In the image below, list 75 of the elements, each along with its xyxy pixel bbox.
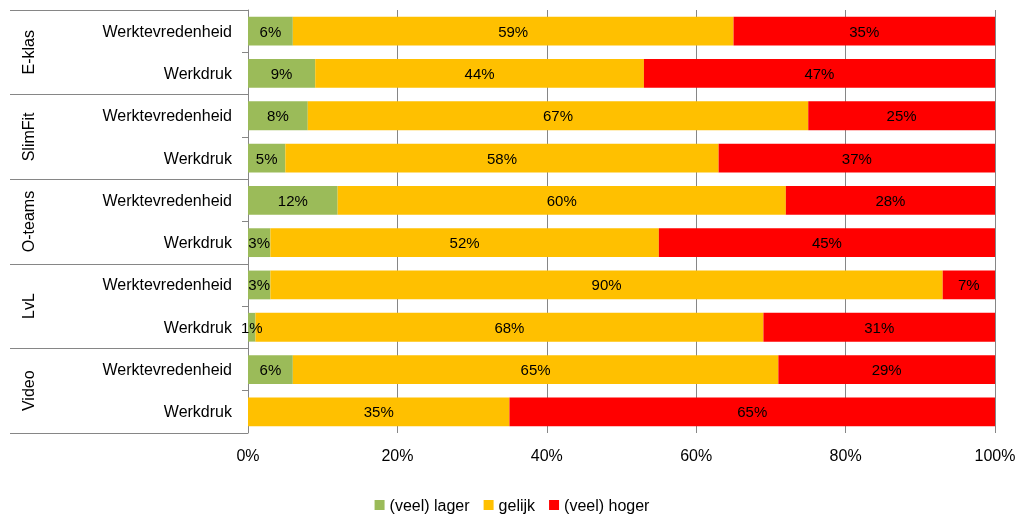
bar bbox=[733, 16, 995, 46]
text: LvL bbox=[19, 293, 37, 319]
bar bbox=[658, 228, 995, 258]
x-tick-label: 100% bbox=[974, 446, 1016, 464]
data-label: 3% bbox=[248, 234, 271, 252]
legend-label: (veel) hoger bbox=[564, 496, 651, 514]
x-tick-label: 0% bbox=[236, 446, 260, 464]
bar bbox=[270, 228, 659, 258]
text: SlimFit bbox=[19, 111, 37, 162]
y-tick-label: Werktevredenheid bbox=[102, 191, 232, 209]
x-tick-label: 80% bbox=[829, 446, 862, 464]
legend-label: gelijk bbox=[498, 496, 537, 514]
text: E-klas bbox=[19, 30, 37, 75]
text: O-teams bbox=[19, 190, 37, 253]
bar bbox=[509, 397, 995, 427]
bar bbox=[718, 143, 995, 173]
bar bbox=[248, 355, 293, 384]
bar bbox=[337, 185, 786, 215]
data-label: 47% bbox=[804, 64, 835, 82]
data-label: 5% bbox=[255, 149, 278, 167]
bar bbox=[248, 59, 316, 88]
x-tick-label: 40% bbox=[530, 446, 563, 464]
data-label: 44% bbox=[464, 64, 495, 82]
bar bbox=[248, 185, 338, 215]
data-label: 37% bbox=[841, 149, 872, 167]
x-tick-label: 60% bbox=[680, 446, 713, 464]
y-tick-label: Werkdruk bbox=[163, 64, 233, 82]
y-tick-label: Werkdruk bbox=[163, 149, 233, 167]
data-label: 6% bbox=[259, 22, 282, 40]
data-label: 59% bbox=[498, 22, 529, 40]
data-label: 45% bbox=[811, 234, 842, 252]
data-label: 9% bbox=[270, 64, 293, 82]
bar bbox=[315, 59, 644, 88]
data-label: 31% bbox=[864, 318, 895, 336]
y-tick-label: Werkdruk bbox=[163, 318, 233, 336]
data-label: 25% bbox=[886, 107, 917, 125]
data-label: 35% bbox=[849, 22, 880, 40]
y-tick-label: Werkdruk bbox=[163, 403, 233, 421]
bar bbox=[643, 59, 995, 88]
data-label: 8% bbox=[267, 107, 289, 125]
data-label: 65% bbox=[520, 361, 551, 379]
data-label: 52% bbox=[449, 234, 480, 252]
bar bbox=[808, 101, 995, 131]
bar bbox=[270, 270, 943, 300]
data-label: 90% bbox=[591, 276, 622, 294]
y-tick-label: Werktevredenheid bbox=[102, 276, 232, 294]
data-label: 7% bbox=[958, 276, 980, 294]
data-label: 3% bbox=[248, 276, 271, 294]
data-label: 68% bbox=[494, 318, 525, 336]
bar bbox=[763, 312, 995, 342]
data-label: 60% bbox=[546, 191, 577, 209]
data-label: 6% bbox=[259, 361, 282, 379]
data-label: 65% bbox=[737, 403, 768, 421]
text: Video bbox=[19, 370, 37, 412]
y-tick-label: Werktevredenheid bbox=[102, 22, 232, 40]
x-tick-label: 20% bbox=[381, 446, 414, 464]
legend-label: (veel) lager bbox=[389, 496, 471, 514]
data-label: 12% bbox=[277, 191, 308, 209]
bar bbox=[292, 355, 779, 384]
y-tick-label: Werkdruk bbox=[163, 234, 233, 252]
bar bbox=[285, 143, 719, 173]
bar bbox=[248, 101, 308, 131]
data-label: 28% bbox=[875, 191, 906, 209]
data-label: 29% bbox=[871, 361, 902, 379]
y-tick-label: Werktevredenheid bbox=[102, 107, 232, 125]
bar bbox=[292, 16, 734, 46]
data-label: 67% bbox=[542, 107, 574, 125]
data-label: 58% bbox=[486, 149, 517, 167]
bar bbox=[248, 16, 293, 46]
bar bbox=[307, 101, 809, 131]
bar bbox=[248, 397, 510, 427]
bar bbox=[785, 185, 995, 215]
data-label: 35% bbox=[363, 403, 394, 421]
y-tick-label: Werktevredenheid bbox=[102, 361, 232, 379]
bar bbox=[778, 355, 995, 384]
